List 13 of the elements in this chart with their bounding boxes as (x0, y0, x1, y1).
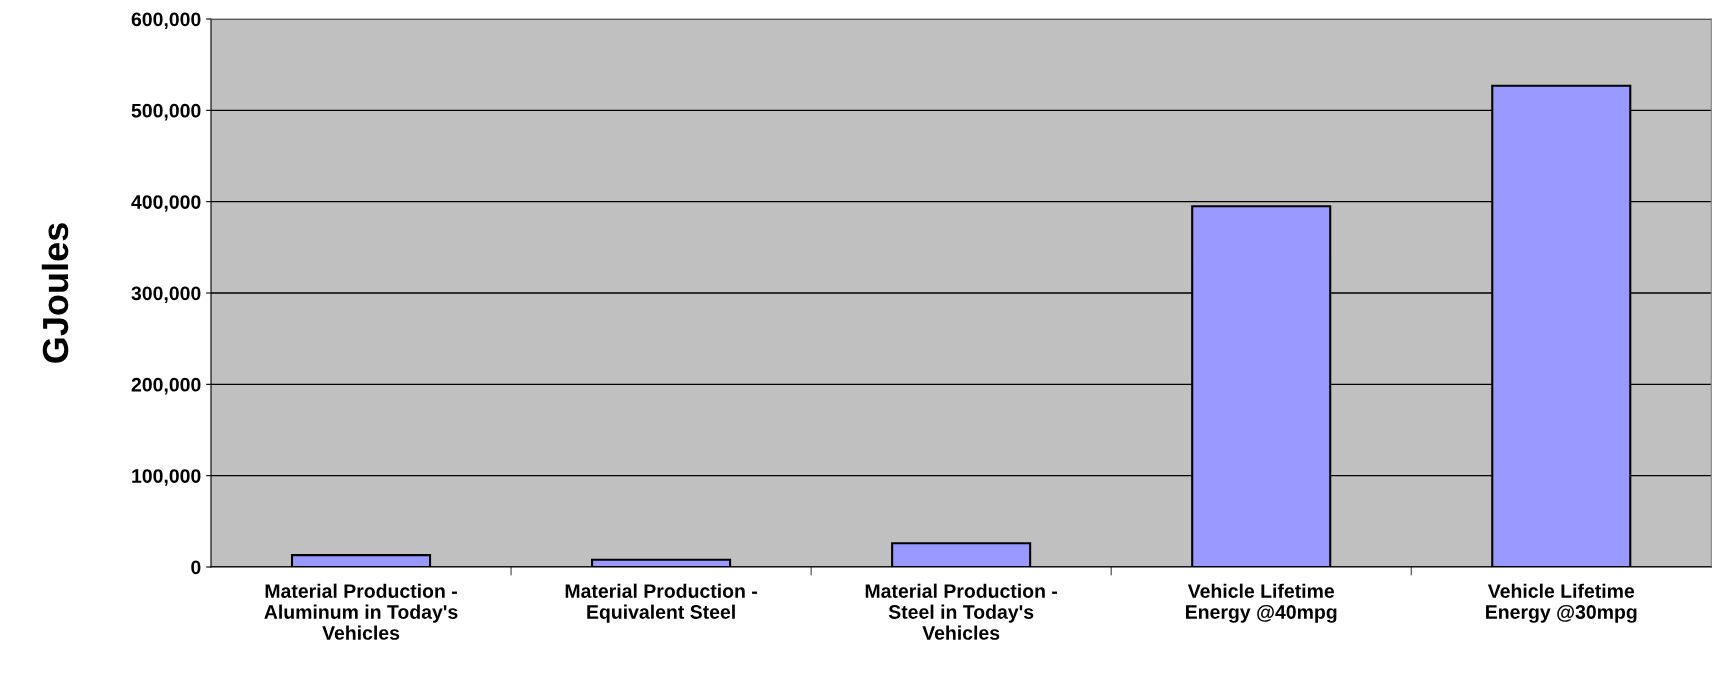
x-tick-label: Material Production - Steel in Today's Vehicles (865, 583, 1058, 640)
y-tick-label: 0 (191, 560, 201, 575)
y-tick-label: 300,000 (131, 286, 201, 304)
y-tick-label: 500,000 (131, 103, 201, 121)
x-tick-label: Material Production - Aluminum in Today's Vehicles (264, 583, 458, 640)
y-tick-label: 600,000 (131, 12, 201, 30)
y-tick-label: 200,000 (131, 377, 201, 395)
y-tick-label: 100,000 (132, 469, 201, 486)
x-tick-label: Vehicle Lifetime Energy @40mpg (1186, 583, 1337, 623)
y-tick-label: 400,000 (131, 195, 201, 212)
y-axis-title: GJoules (41, 223, 69, 363)
x-tick-label: Vehicle Lifetime Energy @30mpg (1486, 583, 1637, 623)
x-tick-label: Material Production - Equivalent Steel (565, 583, 757, 623)
